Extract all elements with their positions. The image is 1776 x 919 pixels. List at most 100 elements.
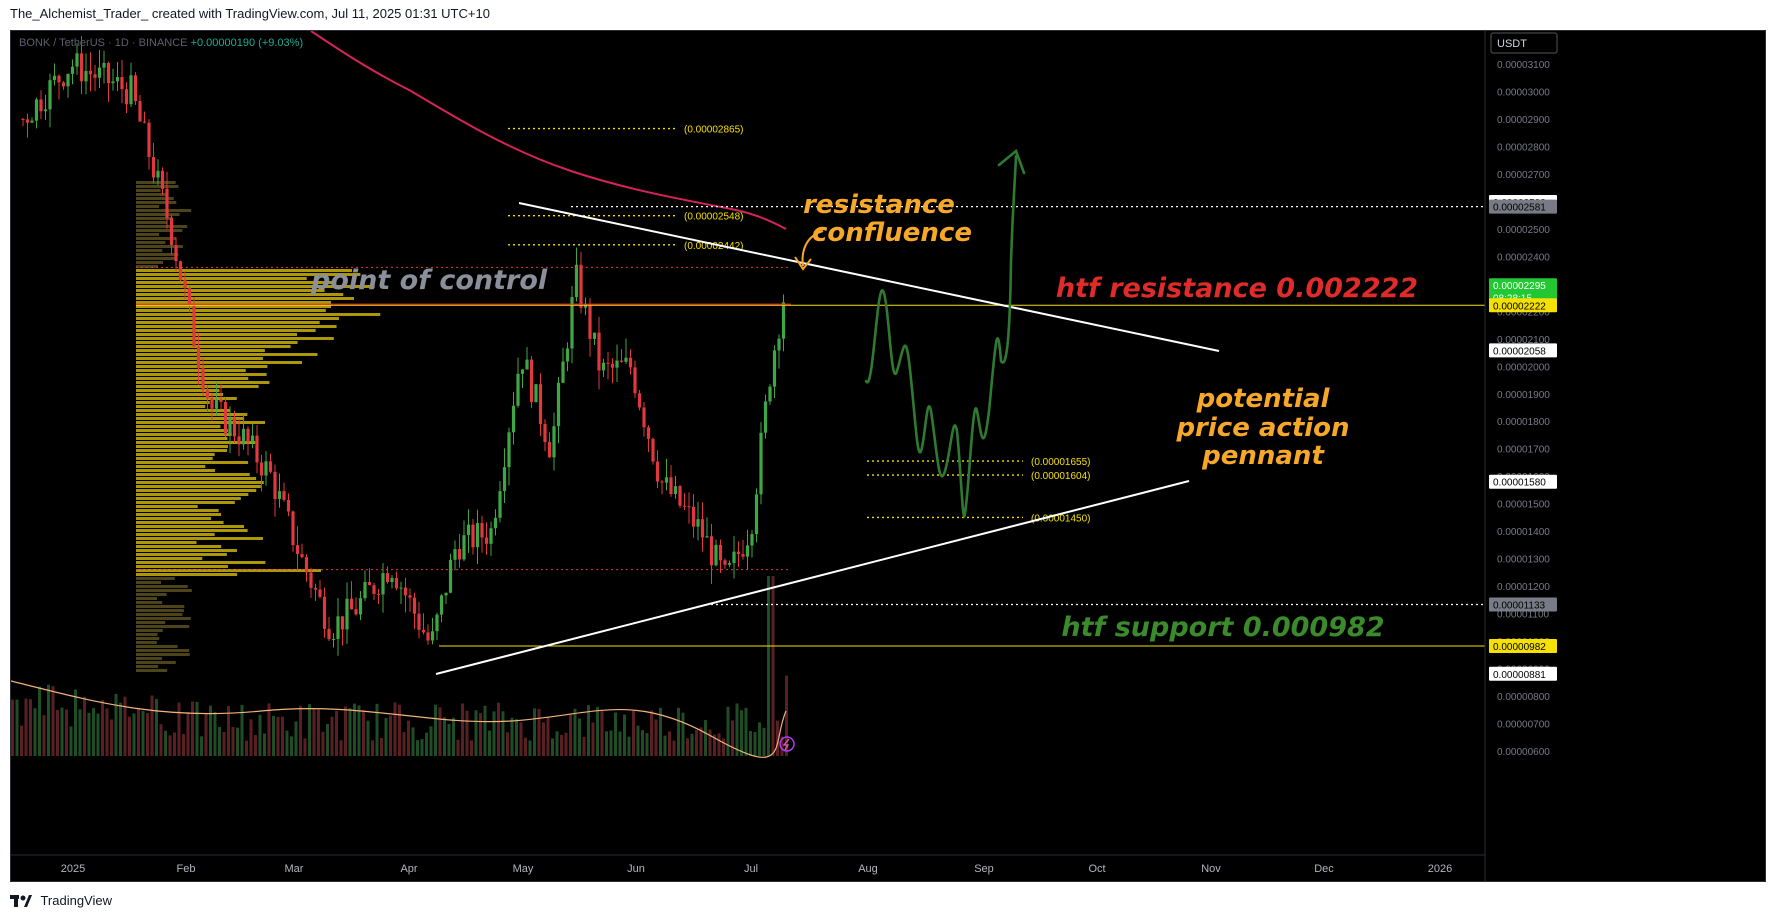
currency-selector[interactable]: [1490, 32, 1558, 54]
candle-body: [705, 536, 709, 538]
price-label-box: [1489, 298, 1557, 313]
volume-profile-bar: [136, 437, 228, 440]
volume-profile-bar: [136, 361, 303, 364]
volume-bar: [308, 704, 311, 756]
candle-body: [723, 560, 727, 565]
candle-body: [565, 348, 570, 362]
volume-profile-bar: [136, 213, 180, 216]
candle-body: [642, 407, 646, 428]
candle-body: [529, 359, 534, 403]
candle-body: [196, 346, 201, 369]
candle-body: [367, 581, 372, 586]
volume-bar: [767, 576, 770, 756]
candle-body: [457, 549, 462, 560]
volume-bar: [357, 705, 361, 756]
candle-body: [426, 632, 430, 641]
candle-body: [264, 461, 268, 476]
volume-profile-bar: [136, 349, 265, 352]
volume-bar: [105, 708, 109, 756]
volume-profile-bar: [136, 629, 163, 632]
volume-bar: [299, 705, 302, 756]
tradingview-logo-icon[interactable]: [10, 894, 32, 908]
volume-bar: [488, 730, 491, 756]
volume-bar: [771, 576, 775, 756]
volume-bar: [623, 714, 626, 756]
volume-profile-bar: [136, 613, 183, 616]
volume-bar: [123, 696, 127, 756]
volume-bar: [240, 704, 244, 756]
chart-canvas[interactable]: (0.00002865) (0.00002548) (0.00002442) (0.0…: [11, 31, 1766, 882]
volume-profile-bar: [136, 645, 178, 648]
volume-bar: [402, 732, 406, 756]
projection-path: [864, 148, 1026, 518]
candle-body: [142, 121, 147, 123]
candle-body: [633, 367, 637, 394]
candle-body: [763, 401, 768, 433]
candle-body: [448, 559, 453, 593]
candle-body: [318, 589, 322, 597]
candle-body: [223, 401, 228, 435]
volume-profile-bar: [136, 325, 337, 328]
currency-label: USDT: [1497, 38, 1527, 50]
tradingview-brand[interactable]: TradingView: [40, 893, 112, 909]
volume-bar: [717, 733, 721, 756]
volume-profile-bar: [136, 429, 228, 432]
candle-body: [295, 545, 300, 555]
volume-profile-bar: [136, 433, 232, 436]
candle-body: [475, 523, 480, 548]
volume-profile-bar: [136, 249, 163, 252]
candle-body: [673, 486, 678, 495]
volume-profile-bar: [136, 493, 249, 496]
volume-profile-bar: [136, 261, 164, 264]
candle-body: [313, 587, 318, 590]
candle-body: [718, 544, 723, 561]
candle-body: [241, 428, 246, 445]
chart-frame[interactable]: (0.00002865) (0.00002548) (0.00002442) (0.0…: [10, 30, 1766, 882]
volume-profile-bar: [136, 481, 264, 484]
volume-profile-bar: [136, 317, 339, 320]
price-axis[interactable]: USDT 0.00003100 0.00003000 0.00002900 0.0000…: [1484, 31, 1558, 882]
volume-bar: [731, 720, 734, 756]
volume-profile-bar: [136, 253, 179, 256]
time-tick: Sep: [974, 863, 994, 875]
volume-bars: [11, 576, 788, 756]
candle-body: [615, 360, 619, 368]
candle-body: [462, 535, 466, 560]
time-tick: May: [513, 863, 534, 875]
volume-profile-bar: [136, 405, 206, 408]
htf-support-label: htf support 0.000982: [1061, 612, 1384, 643]
candle-body: [466, 524, 471, 536]
candle-body: [637, 393, 642, 408]
time-axis[interactable]: 2025 Feb Mar Apr May Jun Jul Aug Sep Oct Nov Dec 202…: [11, 736, 1485, 875]
candle-body: [228, 417, 232, 435]
volume-profile-bar: [136, 605, 185, 608]
volume-bar: [155, 698, 158, 756]
volume-bar: [555, 731, 559, 756]
candle-body: [124, 89, 129, 105]
candle-body: [570, 297, 574, 349]
candle-body: [138, 101, 142, 122]
projection-line: [864, 154, 1018, 518]
volume-profile-bar: [136, 393, 224, 396]
candle-body: [201, 368, 205, 391]
candle-body: [147, 122, 151, 157]
volume-bar: [353, 703, 356, 756]
candle-body: [421, 629, 426, 633]
pennant-line-2: price action: [1175, 413, 1349, 443]
candle-body: [70, 66, 75, 74]
volume-profile-bar: [136, 309, 326, 312]
volume-bar: [182, 733, 185, 756]
volume-bar: [141, 710, 145, 756]
volume-profile-bar: [136, 373, 267, 376]
symbol-name[interactable]: BONK / TetherUS · 1D · BINANCE: [19, 37, 188, 49]
volume-profile-bar: [136, 237, 176, 240]
volume-bar: [362, 710, 365, 756]
candle-body: [34, 99, 39, 121]
volume-bar: [87, 712, 91, 756]
top-bar: The_Alchemist_Trader_ created with Tradi…: [0, 0, 1776, 28]
volume-profile-bar: [136, 401, 210, 404]
volume-bar: [83, 696, 86, 756]
volume-profile-bar: [136, 505, 198, 508]
price-tick: 0.00003000: [1497, 87, 1550, 98]
